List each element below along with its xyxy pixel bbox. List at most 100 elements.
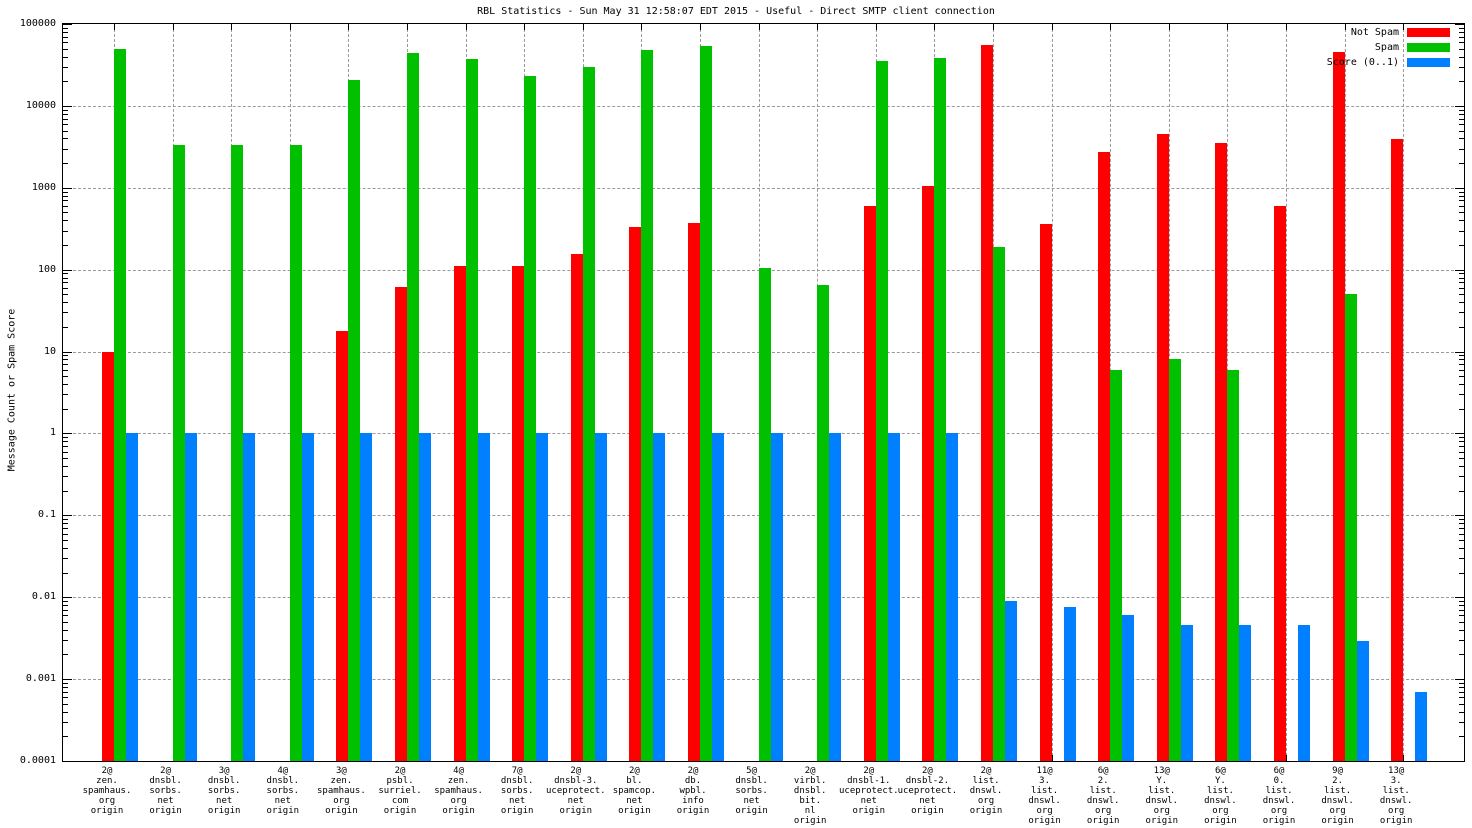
y-minor-tick-right [1459, 81, 1464, 83]
y-minor-tick-right [1459, 326, 1464, 328]
bar-not-spam [981, 44, 993, 761]
x-tick-top [1286, 24, 1287, 30]
y-minor-tick-left [63, 466, 68, 468]
bar-not-spam [453, 266, 466, 761]
x-category-label: 9@ 2. list. dnswl. org origin [1321, 766, 1354, 826]
x-tick-top [348, 24, 350, 30]
y-minor-tick-left [63, 230, 68, 232]
y-minor-tick-left [63, 600, 68, 602]
y-major-tick-left [63, 351, 72, 353]
y-minor-tick-right [1459, 600, 1464, 602]
bar-spam [1227, 369, 1240, 761]
y-minor-tick-left [63, 277, 68, 279]
y-minor-tick-left [63, 539, 68, 541]
y-tick-label: 10 [43, 345, 56, 357]
y-minor-tick-left [63, 124, 68, 126]
y-minor-tick-right [1459, 687, 1464, 689]
y-tick-label: 1000 [31, 181, 56, 193]
y-minor-tick-right [1459, 376, 1464, 378]
x-category-label: 13@ 3. list. dnswl. org origin [1379, 766, 1413, 826]
y-major-tick-left [63, 433, 72, 435]
y-minor-tick-right [1459, 458, 1464, 460]
y-minor-tick-left [63, 200, 68, 202]
x-category-label: 4@ zen. spamhaus. org origin [434, 766, 483, 816]
y-minor-tick-right [1459, 148, 1464, 150]
bar-not-spam [1215, 143, 1228, 761]
legend-item-score: Score (0..1) [1327, 57, 1450, 68]
y-minor-tick-right [1459, 36, 1464, 38]
bar-score [829, 433, 842, 761]
bar-not-spam [922, 186, 935, 761]
y-major-tick-left [63, 597, 72, 599]
x-tick-top [875, 24, 877, 30]
y-minor-tick-left [63, 163, 68, 165]
y-tick-label: 100000 [19, 18, 56, 29]
y-minor-tick-left [63, 245, 68, 247]
y-minor-tick-right [1459, 282, 1464, 284]
bar-spam [993, 246, 1005, 761]
x-tick-top [231, 24, 233, 30]
bar-score [1005, 600, 1017, 761]
y-minor-tick-right [1459, 466, 1464, 468]
x-tick-top [172, 24, 174, 30]
bar-spam [465, 59, 478, 761]
y-minor-tick-right [1459, 118, 1464, 120]
x-category-label: 2@ bl. spamcop. net origin [612, 766, 657, 816]
y-minor-tick-right [1459, 138, 1464, 140]
y-minor-tick-left [63, 558, 68, 560]
y-minor-tick-left [63, 118, 68, 120]
y-minor-tick-left [63, 441, 68, 443]
bar-spam [641, 50, 654, 761]
y-minor-tick-left [63, 326, 68, 328]
y-minor-tick-right [1459, 558, 1464, 560]
y-minor-tick-left [63, 523, 68, 525]
bar-spam [231, 145, 244, 761]
y-minor-tick-right [1459, 355, 1464, 357]
y-minor-tick-left [63, 312, 68, 314]
y-minor-tick-right [1459, 220, 1464, 222]
y-minor-tick-left [63, 287, 68, 289]
y-minor-tick-left [63, 48, 68, 50]
y-minor-tick-right [1459, 109, 1464, 111]
y-major-tick-right [1455, 761, 1464, 762]
bar-spam [817, 284, 830, 761]
y-minor-tick-right [1459, 523, 1464, 525]
y-minor-tick-right [1459, 605, 1464, 607]
bar-not-spam [629, 227, 642, 761]
bar-score [1122, 615, 1135, 761]
y-minor-tick-right [1459, 245, 1464, 247]
y-major-tick-left [63, 761, 72, 762]
y-minor-tick-left [63, 81, 68, 83]
bar-spam [524, 76, 537, 761]
y-minor-tick-left [63, 476, 68, 478]
bar-not-spam [395, 286, 407, 761]
bar-score [184, 433, 197, 761]
bar-spam [582, 66, 595, 761]
y-minor-tick-left [63, 109, 68, 111]
y-minor-tick-right [1459, 682, 1464, 684]
y-minor-tick-left [63, 130, 68, 132]
x-tick-top [1403, 24, 1405, 30]
y-major-tick-right [1455, 597, 1464, 599]
gridline-vertical [1051, 24, 1053, 761]
y-minor-tick-right [1459, 621, 1464, 623]
y-minor-tick-left [63, 408, 68, 410]
bar-score [1239, 624, 1252, 761]
y-minor-tick-left [63, 640, 68, 642]
y-minor-tick-right [1459, 359, 1464, 361]
y-minor-tick-left [63, 458, 68, 460]
y-major-tick-left [63, 187, 72, 189]
y-major-tick-right [1455, 433, 1464, 435]
bar-spam [407, 53, 419, 761]
y-minor-tick-left [63, 691, 68, 693]
y-minor-tick-left [63, 138, 68, 140]
y-major-tick-right [1455, 269, 1464, 271]
bar-score [653, 433, 666, 761]
plot-area [62, 23, 1465, 762]
y-minor-tick-right [1459, 697, 1464, 699]
y-minor-tick-right [1459, 312, 1464, 314]
y-minor-tick-left [63, 27, 68, 29]
y-minor-tick-left [63, 364, 68, 366]
y-minor-tick-right [1459, 42, 1464, 44]
y-major-tick-right [1455, 351, 1464, 353]
